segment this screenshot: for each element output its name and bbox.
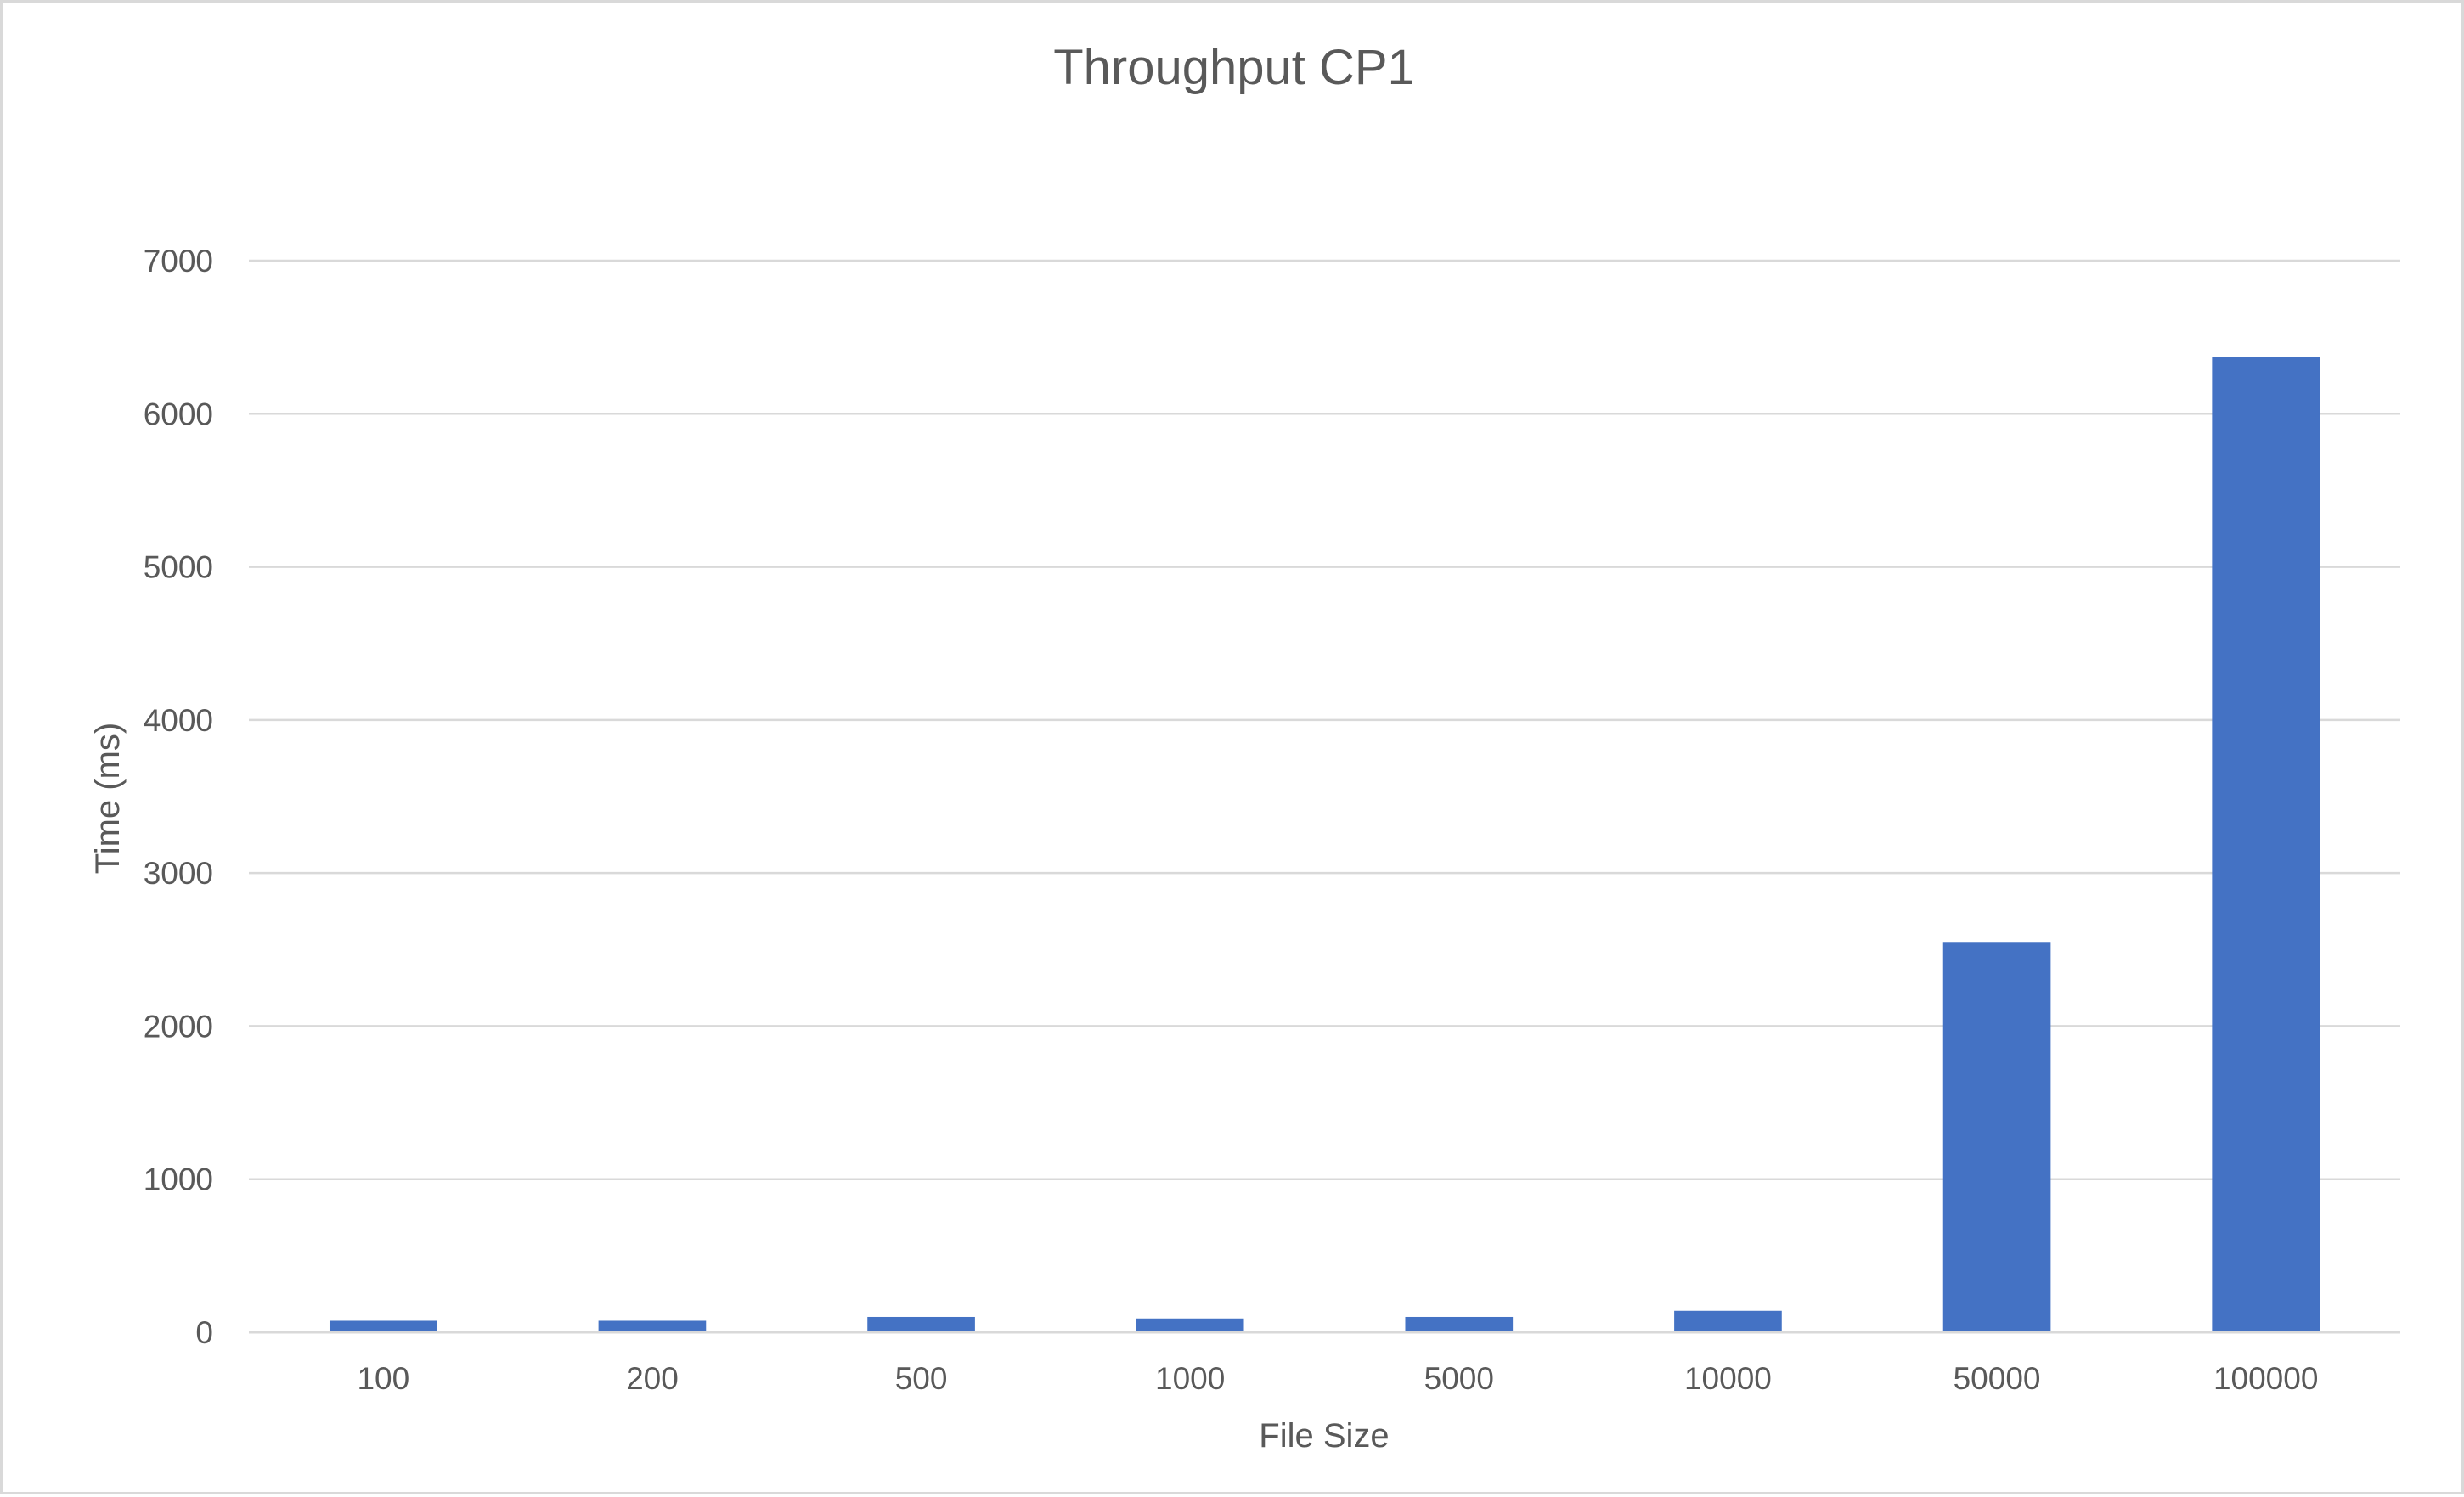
bar-5000	[1405, 1316, 1514, 1332]
x-tick-label: 100000	[2213, 1361, 2318, 1396]
x-tick-label: 500	[895, 1361, 948, 1396]
x-tick-label: 1000	[1155, 1361, 1225, 1396]
bar-50000	[1942, 942, 2051, 1332]
y-tick-label: 7000	[144, 244, 213, 279]
y-tick-label: 2000	[144, 1009, 213, 1044]
y-axis-title: Time (ms)	[89, 723, 127, 874]
x-tick-label: 200	[626, 1361, 679, 1396]
y-tick-label: 1000	[144, 1162, 213, 1197]
bars	[329, 357, 2320, 1333]
y-tick-label: 5000	[144, 550, 213, 585]
bar-200	[598, 1320, 707, 1332]
x-tick-label: 50000	[1954, 1361, 2041, 1396]
y-axis-ticks: 0 1000 2000 3000 4000 5000 6000 7000	[144, 244, 213, 1350]
x-tick-label: 100	[357, 1361, 409, 1396]
y-tick-label: 6000	[144, 397, 213, 431]
y-tick-label: 3000	[144, 856, 213, 891]
y-tick-label: 4000	[144, 703, 213, 738]
chart-title: Throughput CP1	[1053, 40, 1415, 95]
x-tick-label: 5000	[1424, 1361, 1494, 1396]
gridlines	[249, 259, 2400, 1180]
bar-1000	[1136, 1318, 1244, 1332]
bar-100	[329, 1320, 437, 1332]
y-tick-label: 0	[195, 1315, 213, 1350]
bar-chart: Throughput CP1 0 1000 2000 3000 4000 5000 6000…	[89, 40, 2400, 1455]
x-axis-ticks: 100 200 500 1000 5000 10000 50000 100000	[357, 1361, 2318, 1396]
x-tick-label: 10000	[1684, 1361, 1772, 1396]
bar-100000	[2212, 357, 2320, 1333]
bar-10000	[1674, 1310, 1782, 1332]
bar-500	[867, 1316, 975, 1332]
x-axis-title: File Size	[1259, 1417, 1389, 1455]
